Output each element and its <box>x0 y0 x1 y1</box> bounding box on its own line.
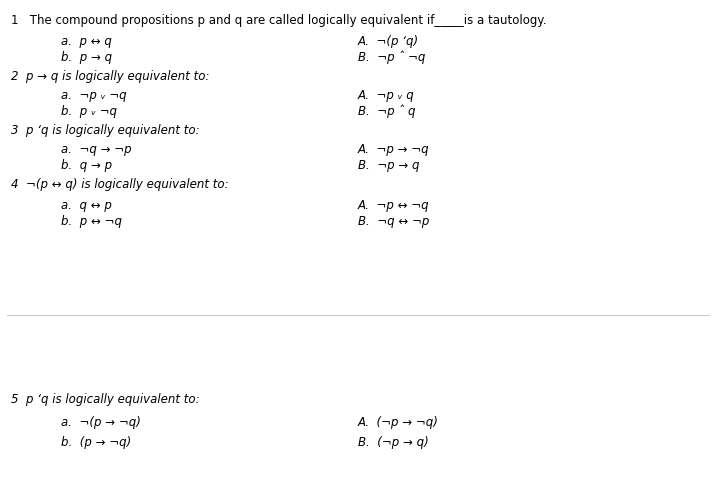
Text: 3  p ‘q is logically equivalent to:: 3 p ‘q is logically equivalent to: <box>11 124 199 137</box>
Text: 4  ¬(p ↔ q) is logically equivalent to:: 4 ¬(p ↔ q) is logically equivalent to: <box>11 178 228 191</box>
Text: a.  ¬q → ¬p: a. ¬q → ¬p <box>61 143 132 156</box>
Text: a.  ¬(p → ¬q): a. ¬(p → ¬q) <box>61 416 141 429</box>
Text: A.  ¬p ᵥ q: A. ¬p ᵥ q <box>358 89 415 102</box>
Text: A.  (¬p → ¬q): A. (¬p → ¬q) <box>358 416 439 429</box>
Text: 2  p → q is logically equivalent to:: 2 p → q is logically equivalent to: <box>11 70 209 83</box>
Text: a.  p ↔ q: a. p ↔ q <box>61 35 112 48</box>
Text: B.  ¬p → q: B. ¬p → q <box>358 159 420 172</box>
Text: b.  p → q: b. p → q <box>61 51 112 64</box>
Text: B.  (¬p → q): B. (¬p → q) <box>358 436 429 449</box>
Text: A.  ¬p ↔ ¬q: A. ¬p ↔ ¬q <box>358 199 430 212</box>
Text: a.  q ↔ p: a. q ↔ p <box>61 199 112 212</box>
Text: B.  ¬p ˆ ¬q: B. ¬p ˆ ¬q <box>358 51 425 64</box>
Text: B.  ¬q ↔ ¬p: B. ¬q ↔ ¬p <box>358 215 430 228</box>
Text: b.  p ↔ ¬q: b. p ↔ ¬q <box>61 215 122 228</box>
Text: b.  q → p: b. q → p <box>61 159 112 172</box>
Text: b.  p ᵥ ¬q: b. p ᵥ ¬q <box>61 105 117 118</box>
Text: a.  ¬p ᵥ ¬q: a. ¬p ᵥ ¬q <box>61 89 127 102</box>
Text: A.  ¬(p ‘q): A. ¬(p ‘q) <box>358 35 419 48</box>
Text: 5  p ‘q is logically equivalent to:: 5 p ‘q is logically equivalent to: <box>11 393 199 406</box>
Text: B.  ¬p ˆ q: B. ¬p ˆ q <box>358 105 415 119</box>
Text: 1   The compound propositions p and q are called logically equivalent if_____is : 1 The compound propositions p and q are … <box>11 14 546 27</box>
Text: A.  ¬p → ¬q: A. ¬p → ¬q <box>358 143 430 156</box>
Text: b.  (p → ¬q): b. (p → ¬q) <box>61 436 131 449</box>
